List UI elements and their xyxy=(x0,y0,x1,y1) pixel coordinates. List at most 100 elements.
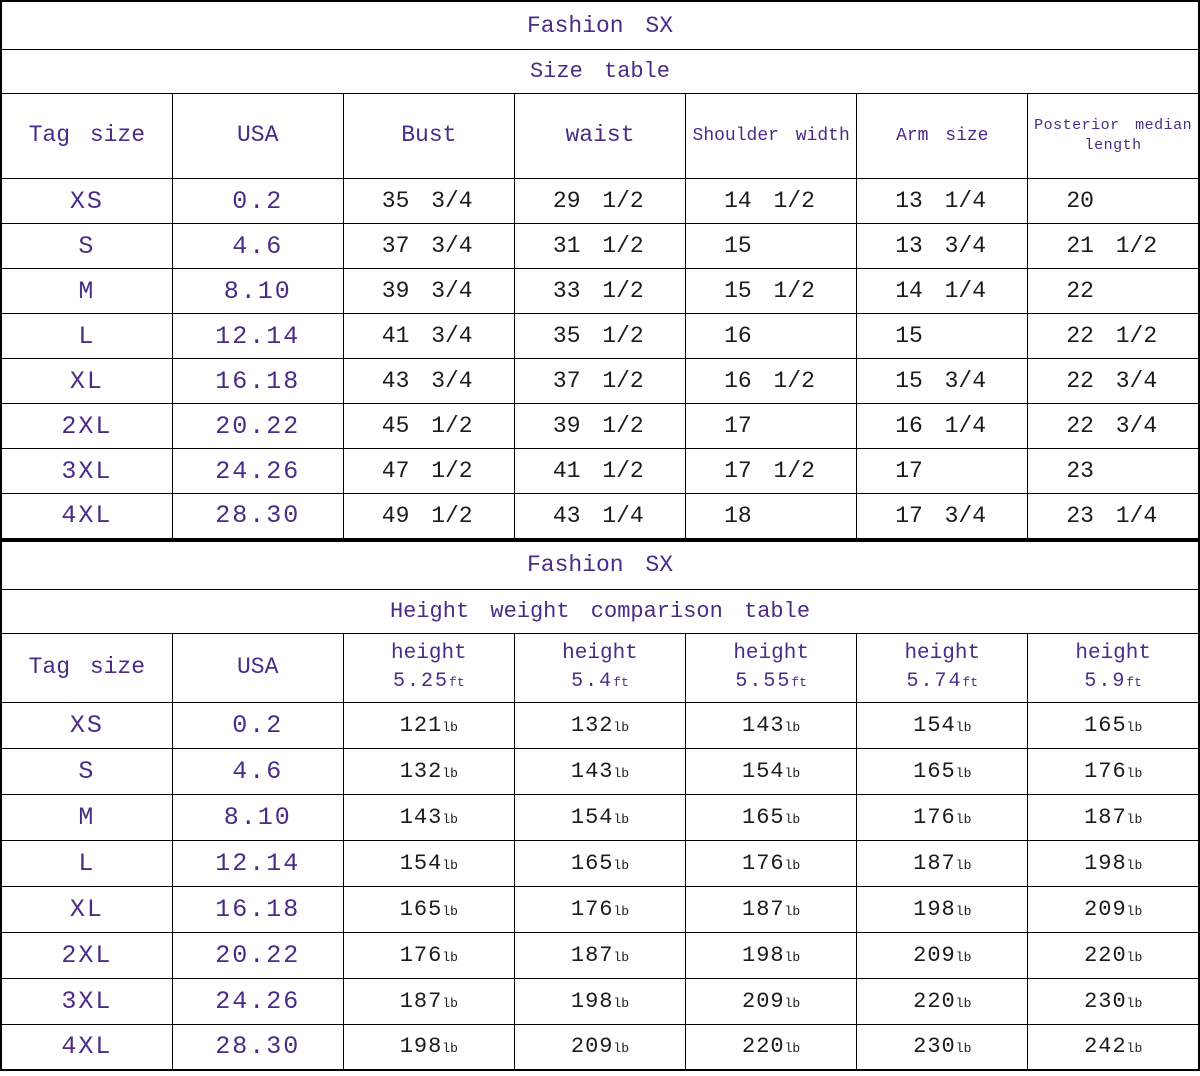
usa-size-cell: 12.14 xyxy=(171,839,344,887)
pound-unit: lb xyxy=(1126,857,1143,873)
weight-cell: 198lb xyxy=(342,1023,515,1071)
usa-size-cell: 12.14 xyxy=(171,313,344,359)
size-table-row: 2XL 20.22 45 1/2 39 1/2 17 16 1/4 22 3/4 xyxy=(0,403,1200,449)
tag-size-cell: XL xyxy=(0,885,173,933)
weight-number: 165 xyxy=(570,850,614,876)
size-table-subtitle-row: Size table xyxy=(0,49,1200,94)
pound-unit: lb xyxy=(1126,765,1143,781)
usa-size-cell: 28.30 xyxy=(171,1023,344,1071)
tag-size-cell: XS xyxy=(0,178,173,224)
column-header-posterior-median-length: Posterior median length xyxy=(1027,93,1200,179)
weight-cell: 165lb xyxy=(513,839,687,887)
tag-size-cell: 4XL xyxy=(0,493,173,539)
weight-cell: 165lb xyxy=(685,793,858,841)
weight-number: 165 xyxy=(399,896,443,922)
posterior-median-length-cell: 20 xyxy=(1027,178,1200,224)
column-header-height-5-25: height 5.25ft xyxy=(342,632,515,703)
pound-unit: lb xyxy=(955,995,972,1011)
pound-unit: lb xyxy=(1126,949,1143,965)
tag-size-cell: S xyxy=(0,747,173,795)
weight-number: 154 xyxy=(399,850,443,876)
weight-number: 187 xyxy=(742,896,785,922)
pound-unit: lb xyxy=(1126,1041,1143,1057)
posterior-median-length-cell: 23 xyxy=(1027,448,1200,494)
weight-number: 230 xyxy=(1084,988,1127,1014)
pound-unit: lb xyxy=(955,1041,972,1057)
weight-cell: 165lb xyxy=(856,747,1029,795)
weight-number: 154 xyxy=(742,758,785,784)
pound-unit: lb xyxy=(955,949,972,965)
weight-cell: 176lb xyxy=(856,793,1029,841)
waist-cell: 33 1/2 xyxy=(513,268,687,314)
weight-number: 187 xyxy=(399,988,443,1014)
weight-number: 209 xyxy=(570,1034,614,1060)
weight-number: 154 xyxy=(913,712,956,738)
height-weight-header-row: Tag size USA height 5.25ft height 5.4ft … xyxy=(0,632,1200,703)
bust-cell: 45 1/2 xyxy=(342,403,515,449)
weight-number: 198 xyxy=(570,988,614,1014)
size-table-title-row: Fashion SX xyxy=(0,0,1200,50)
size-table-row: L 12.14 41 3/4 35 1/2 16 15 22 1/2 xyxy=(0,313,1200,359)
pound-unit: lb xyxy=(613,903,630,919)
weight-cell: 143lb xyxy=(342,793,515,841)
height-label: height xyxy=(1075,641,1151,665)
brand-title: Fashion SX xyxy=(0,540,1200,590)
feet-unit: ft xyxy=(1126,675,1142,691)
pound-unit: lb xyxy=(442,857,458,873)
weight-cell: 143lb xyxy=(513,747,687,795)
shoulder-width-cell: 16 xyxy=(685,313,858,359)
weight-cell: 176lb xyxy=(342,931,515,979)
arm-size-cell: 14 1/4 xyxy=(856,268,1029,314)
height-weight-row: M 8.10 143lb 154lb 165lb 176lb 187lb xyxy=(0,793,1200,841)
posterior-median-length-cell: 22 1/2 xyxy=(1027,313,1200,359)
usa-size-cell: 16.18 xyxy=(171,885,344,933)
usa-size-cell: 8.10 xyxy=(171,268,344,314)
pound-unit: lb xyxy=(955,903,972,919)
usa-size-cell: 4.6 xyxy=(171,223,344,269)
pound-unit: lb xyxy=(784,857,801,873)
arm-size-cell: 16 1/4 xyxy=(856,403,1029,449)
feet-unit: ft xyxy=(613,675,629,691)
posterior-median-length-cell: 21 1/2 xyxy=(1027,223,1200,269)
feet-unit: ft xyxy=(962,675,979,691)
weight-cell: 209lb xyxy=(513,1023,687,1071)
pound-unit: lb xyxy=(784,949,801,965)
pound-unit: lb xyxy=(784,995,801,1011)
tag-size-cell: M xyxy=(0,268,173,314)
bust-cell: 43 3/4 xyxy=(342,358,515,404)
column-header-tag-size: Tag size xyxy=(0,93,173,179)
bust-cell: 39 3/4 xyxy=(342,268,515,314)
column-header-height-5-74: height 5.74ft xyxy=(856,632,1029,703)
shoulder-width-cell: 15 xyxy=(685,223,858,269)
pound-unit: lb xyxy=(955,765,972,781)
weight-number: 176 xyxy=(570,896,614,922)
column-header-waist: waist xyxy=(513,93,687,179)
waist-cell: 35 1/2 xyxy=(513,313,687,359)
weight-cell: 187lb xyxy=(342,977,515,1025)
waist-cell: 37 1/2 xyxy=(513,358,687,404)
height-weight-title-row: Fashion SX xyxy=(0,540,1200,590)
pound-unit: lb xyxy=(613,765,630,781)
height-weight-row: S 4.6 132lb 143lb 154lb 165lb 176lb xyxy=(0,747,1200,795)
weight-cell: 209lb xyxy=(1027,885,1200,933)
pound-unit: lb xyxy=(442,1041,458,1057)
tag-size-cell: XL xyxy=(0,358,173,404)
size-table-row: M 8.10 39 3/4 33 1/2 15 1/2 14 1/4 22 xyxy=(0,268,1200,314)
column-header-shoulder-width: Shoulder width xyxy=(685,93,858,179)
tag-size-cell: 3XL xyxy=(0,448,173,494)
pound-unit: lb xyxy=(613,949,630,965)
pound-unit: lb xyxy=(442,995,458,1011)
shoulder-width-cell: 18 xyxy=(685,493,858,539)
weight-cell: 176lb xyxy=(685,839,858,887)
bust-cell: 41 3/4 xyxy=(342,313,515,359)
weight-number: 176 xyxy=(742,850,785,876)
weight-number: 143 xyxy=(742,712,785,738)
usa-size-cell: 0.2 xyxy=(171,701,344,749)
height-number: 5.9 xyxy=(1084,670,1127,694)
weight-cell: 187lb xyxy=(685,885,858,933)
weight-cell: 154lb xyxy=(685,747,858,795)
weight-number: 220 xyxy=(742,1034,785,1060)
column-header-height-5-55: height 5.55ft xyxy=(685,632,858,703)
pound-unit: lb xyxy=(1126,903,1143,919)
weight-cell: 154lb xyxy=(856,701,1029,749)
